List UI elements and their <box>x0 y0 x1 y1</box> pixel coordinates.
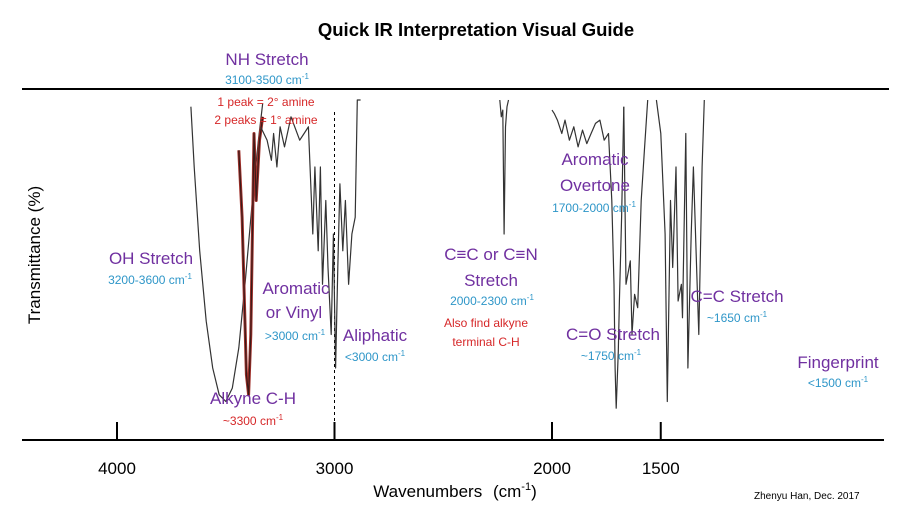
nh-stretch-label: NH Stretch <box>225 50 308 69</box>
triple-bond-range: 2000-2300 cm-1 <box>450 293 534 308</box>
aromatic-vinyl-range: >3000 cm-1 <box>265 328 326 343</box>
oh-stretch-range: 3200-3600 cm-1 <box>108 272 192 287</box>
oh-stretch-label: OH Stretch <box>109 249 193 268</box>
alkyne-ch-label: Alkyne C-H <box>210 389 296 408</box>
triple-bond-note-1: Also find alkyne <box>444 316 528 330</box>
fingerprint-label: Fingerprint <box>797 353 879 372</box>
aromatic-vinyl-label-2: or Vinyl <box>266 303 322 322</box>
y-axis-label: Transmittance (%) <box>25 186 44 324</box>
author-credit: Zhenyu Han, Dec. 2017 <box>754 491 860 502</box>
aromatic-overtone-label-2: Overtone <box>560 176 630 195</box>
co-stretch-range: ~1750 cm-1 <box>581 348 642 363</box>
aromatic-vinyl-label-1: Aromatic <box>262 279 330 298</box>
x-tick-label: 3000 <box>316 459 354 478</box>
nh-note-1: 1 peak = 2° amine <box>217 95 315 109</box>
co-stretch-label: C=O Stretch <box>566 325 660 344</box>
chart-title: Quick IR Interpretation Visual Guide <box>318 19 634 40</box>
x-tick-label: 2000 <box>533 459 571 478</box>
spectrum-segment-ch <box>260 99 361 369</box>
cc-stretch-label: C=C Stretch <box>690 287 783 306</box>
triple-bond-note-2: terminal C-H <box>452 335 519 349</box>
triple-bond-label-2: Stretch <box>464 271 518 290</box>
ir-spectrum <box>190 99 705 409</box>
triple-bond-label-1: C≡C or C≡N <box>444 245 538 264</box>
aromatic-overtone-range: 1700-2000 cm-1 <box>552 200 636 215</box>
fingerprint-range: <1500 cm-1 <box>808 375 869 390</box>
cc-stretch-range: ~1650 cm-1 <box>707 310 768 325</box>
nh-note-2: 2 peaks = 1° amine <box>214 113 318 127</box>
spectrum-segment-overtone <box>551 106 625 409</box>
spectrum-segment-alkyne <box>499 99 510 235</box>
nh-stretch-range: 3100-3500 cm-1 <box>225 72 309 87</box>
x-axis-ticks <box>116 422 662 440</box>
alkyne-ch-range: ~3300 cm-1 <box>223 413 284 428</box>
aromatic-overtone-label-1: Aromatic <box>561 150 629 169</box>
spectrum-segment-fingerprint <box>655 99 705 403</box>
x-tick-label: 1500 <box>642 459 680 478</box>
spectrum-segment-nh <box>238 116 264 396</box>
aliphatic-range: <3000 cm-1 <box>345 349 406 364</box>
nh-stretch-highlight <box>237 116 265 397</box>
x-axis-tick-labels: 4000 3000 2000 1500 <box>98 459 680 478</box>
x-axis-label: Wavenumbers (cm-1) <box>373 481 536 501</box>
aliphatic-label: Aliphatic <box>343 326 408 345</box>
spectrum-segment-co_cc <box>623 99 649 336</box>
x-tick-label: 4000 <box>98 459 136 478</box>
